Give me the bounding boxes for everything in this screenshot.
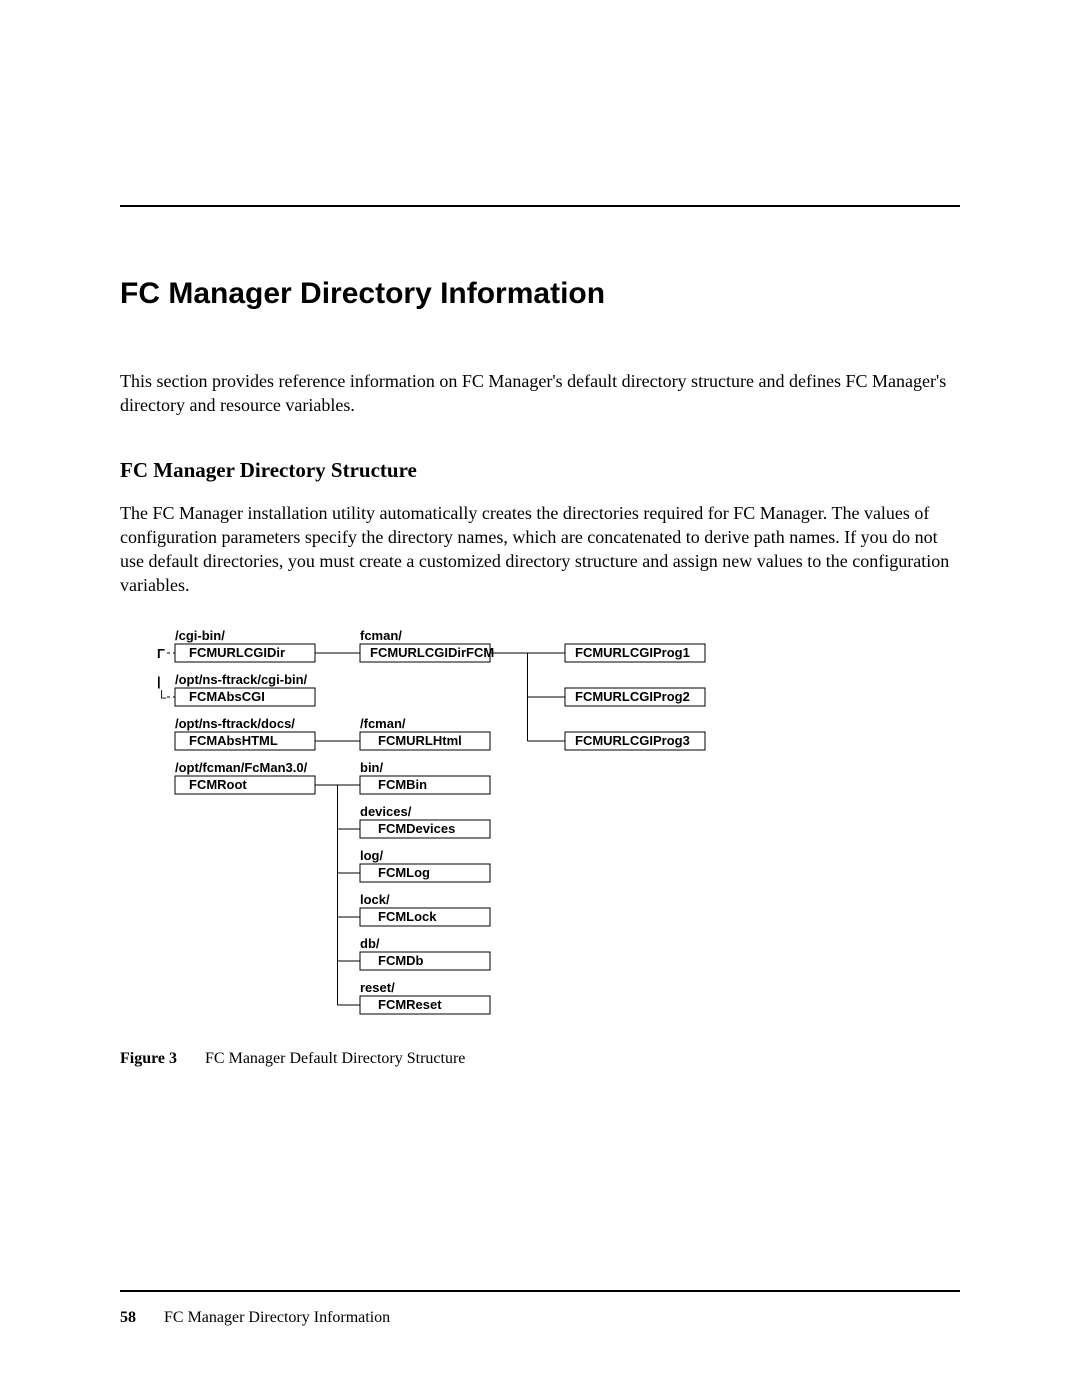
svg-text:FCMBin: FCMBin [378, 777, 427, 792]
page-title: FC Manager Directory Information [120, 277, 960, 311]
svg-text:FCMURLHtml: FCMURLHtml [378, 733, 462, 748]
bottom-rule [120, 1290, 960, 1292]
svg-text:FCMURLCGIDir: FCMURLCGIDir [189, 645, 285, 660]
top-rule [120, 205, 960, 207]
svg-text:FCMAbsHTML: FCMAbsHTML [189, 733, 278, 748]
svg-text:log/: log/ [360, 848, 383, 863]
page-number: 58 [120, 1309, 136, 1326]
svg-text:/opt/ns-ftrack/cgi-bin/: /opt/ns-ftrack/cgi-bin/ [175, 672, 308, 687]
section-heading: FC Manager Directory Structure [120, 458, 960, 483]
svg-text:FCMURLCGIProg2: FCMURLCGIProg2 [575, 689, 690, 704]
svg-text:FCMURLCGIDirFCM: FCMURLCGIDirFCM [370, 645, 494, 660]
svg-text:/fcman/: /fcman/ [360, 716, 406, 731]
svg-text:└: └ [157, 690, 167, 705]
svg-text:FCMLock: FCMLock [378, 909, 437, 924]
svg-text:Γ: Γ [157, 646, 165, 661]
svg-text:FCMLog: FCMLog [378, 865, 430, 880]
svg-text:/cgi-bin/: /cgi-bin/ [175, 628, 225, 643]
svg-text:FCMReset: FCMReset [378, 997, 442, 1012]
svg-text:FCMDb: FCMDb [378, 953, 424, 968]
svg-text:FCMURLCGIProg1: FCMURLCGIProg1 [575, 645, 690, 660]
svg-text:FCMAbsCGI: FCMAbsCGI [189, 689, 265, 704]
svg-text:db/: db/ [360, 936, 380, 951]
figure-label: Figure 3 [120, 1050, 177, 1067]
directory-diagram: /cgi-bin/FCMURLCGIDir/opt/ns-ftrack/cgi-… [145, 626, 960, 1026]
svg-text:/opt/ns-ftrack/docs/: /opt/ns-ftrack/docs/ [175, 716, 295, 731]
footer: 58 FC Manager Directory Information [120, 1309, 390, 1327]
svg-text:lock/: lock/ [360, 892, 390, 907]
svg-text:/opt/fcman/FcMan3.0/: /opt/fcman/FcMan3.0/ [175, 760, 308, 775]
svg-text:FCMDevices: FCMDevices [378, 821, 455, 836]
footer-title: FC Manager Directory Information [164, 1309, 390, 1326]
svg-text:reset/: reset/ [360, 980, 395, 995]
svg-text:bin/: bin/ [360, 760, 383, 775]
figure-caption-text: FC Manager Default Directory Structure [205, 1050, 465, 1067]
svg-text:FCMRoot: FCMRoot [189, 777, 247, 792]
svg-text:FCMURLCGIProg3: FCMURLCGIProg3 [575, 733, 690, 748]
svg-text:|: | [157, 674, 161, 689]
svg-text:fcman/: fcman/ [360, 628, 402, 643]
svg-text:devices/: devices/ [360, 804, 412, 819]
intro-paragraph: This section provides reference informat… [120, 369, 960, 418]
section-body: The FC Manager installation utility auto… [120, 501, 960, 598]
figure-caption: Figure 3 FC Manager Default Directory Str… [120, 1050, 960, 1068]
